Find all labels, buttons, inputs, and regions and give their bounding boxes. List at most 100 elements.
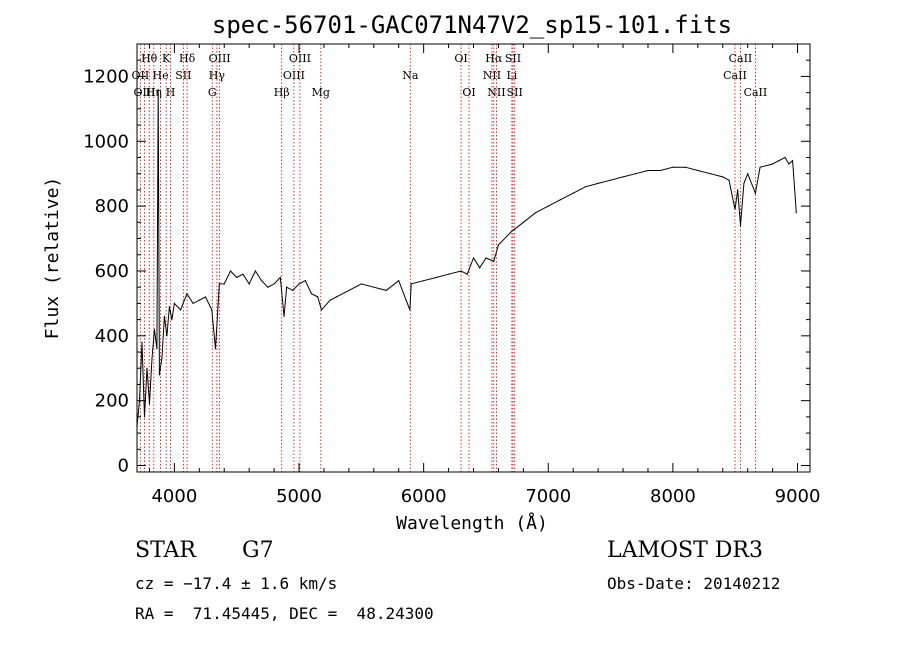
coordinates-readout: RA = 71.45445, DEC = 48.24300 bbox=[135, 604, 434, 623]
line-label-13: OIII bbox=[289, 52, 311, 65]
chart-title: spec-56701-GAC071N47V2_sp15-101.fits bbox=[212, 11, 732, 39]
flux-point-60 bbox=[493, 260, 495, 262]
flux-point-28 bbox=[242, 273, 244, 275]
line-label-10: Hγ bbox=[209, 69, 226, 82]
flux-point-6 bbox=[151, 357, 153, 360]
flux-point-49 bbox=[398, 280, 400, 282]
flux-point-91 bbox=[788, 163, 790, 165]
line-label-19: Hα bbox=[485, 52, 503, 65]
line-label-7: SII bbox=[175, 69, 191, 82]
redshift-readout: cz = −17.4 ± 1.6 km/s bbox=[135, 574, 338, 593]
x-tick-label-5: 9000 bbox=[775, 486, 821, 507]
flux-point-47 bbox=[373, 286, 375, 288]
flux-point-17 bbox=[180, 309, 182, 311]
flux-point-4 bbox=[146, 367, 148, 369]
line-label-14: OIII bbox=[283, 69, 305, 82]
flux-point-46 bbox=[360, 283, 362, 285]
line-label-21: NII bbox=[487, 86, 505, 99]
line-label-26: CaII bbox=[723, 69, 747, 82]
line-label-1: OII bbox=[132, 69, 150, 82]
flux-point-85 bbox=[747, 173, 749, 175]
flux-point-13 bbox=[166, 335, 168, 337]
flux-point-72 bbox=[634, 173, 637, 175]
line-label-27: CaII bbox=[744, 86, 768, 99]
flux-point-12 bbox=[163, 315, 166, 317]
flux-point-74 bbox=[659, 169, 662, 172]
flux-point-86 bbox=[754, 192, 757, 194]
flux-point-44 bbox=[335, 296, 338, 298]
flux-point-15 bbox=[171, 319, 173, 321]
flux-point-24 bbox=[218, 283, 220, 285]
flux-point-42 bbox=[320, 309, 323, 311]
flux-point-80 bbox=[728, 179, 730, 181]
line-label-12: Hβ bbox=[274, 86, 290, 99]
flux-point-71 bbox=[622, 176, 624, 178]
line-label-22: SII bbox=[505, 52, 521, 65]
flux-point-54 bbox=[447, 273, 450, 275]
line-label-0: Hθ bbox=[141, 52, 158, 65]
flux-point-7 bbox=[153, 328, 156, 330]
obs-date: Obs-Date: 20140212 bbox=[607, 574, 781, 593]
line-label-25: CaII bbox=[729, 52, 753, 65]
flux-point-27 bbox=[236, 276, 238, 279]
flux-point-75 bbox=[672, 166, 674, 168]
flux-point-82 bbox=[737, 189, 739, 191]
flux-point-39 bbox=[304, 280, 306, 282]
x-tick-label-0: 4000 bbox=[151, 486, 197, 507]
flux-point-77 bbox=[697, 169, 699, 172]
flux-point-19 bbox=[192, 302, 194, 304]
line-label-5: K bbox=[162, 52, 171, 65]
flux-point-26 bbox=[229, 270, 232, 272]
flux-point-62 bbox=[510, 231, 512, 233]
flux-point-43 bbox=[329, 299, 331, 301]
flux-point-81 bbox=[734, 208, 736, 210]
y-tick-label-0: 0 bbox=[118, 456, 129, 477]
flux-point-20 bbox=[198, 299, 200, 301]
object-subclass: G7 bbox=[242, 538, 274, 563]
x-tick-label-4: 8000 bbox=[650, 486, 696, 507]
line-label-24: SII bbox=[507, 86, 523, 99]
flux-point-56 bbox=[466, 273, 468, 275]
flux-point-35 bbox=[283, 315, 285, 317]
flux-point-41 bbox=[317, 296, 319, 298]
line-label-6: H bbox=[166, 86, 176, 99]
line-label-17: OI bbox=[454, 52, 467, 65]
line-label-4: Hη bbox=[146, 86, 162, 99]
flux-series-line bbox=[136, 89, 797, 427]
flux-point-11 bbox=[161, 357, 163, 360]
flux-point-65 bbox=[547, 205, 549, 207]
flux-point-64 bbox=[535, 212, 537, 214]
flux-point-50 bbox=[409, 309, 411, 311]
flux-point-58 bbox=[479, 267, 481, 269]
flux-point-16 bbox=[173, 302, 175, 304]
flux-point-61 bbox=[497, 244, 500, 246]
y-axis-ticks: 0 200 400 600 800 1000 1200 bbox=[83, 59, 810, 477]
flux-point-68 bbox=[585, 186, 587, 188]
y-tick-label-2: 400 bbox=[95, 326, 129, 347]
line-label-11: G bbox=[208, 86, 217, 99]
flux-point-78 bbox=[709, 173, 711, 175]
line-label-18: OI bbox=[462, 86, 475, 99]
flux-point-52 bbox=[423, 280, 425, 282]
flux-point-76 bbox=[684, 166, 686, 168]
y-tick-label-4: 800 bbox=[95, 196, 129, 217]
flux-point-30 bbox=[254, 270, 256, 272]
flux-point-93 bbox=[795, 212, 797, 214]
flux-point-57 bbox=[472, 257, 475, 259]
flux-point-34 bbox=[279, 276, 281, 279]
flux-point-21 bbox=[204, 296, 207, 298]
x-axis-ticks: 4000 5000 6000 7000 8000 9000 bbox=[148, 44, 821, 507]
flux-point-59 bbox=[485, 257, 487, 259]
flux-point-89 bbox=[778, 160, 780, 162]
flux-point-66 bbox=[560, 199, 562, 201]
line-label-3: He bbox=[153, 69, 169, 82]
flux-point-0 bbox=[136, 426, 138, 428]
flux-point-14 bbox=[168, 306, 171, 308]
line-label-15: Mg bbox=[312, 86, 330, 99]
flux-point-9 bbox=[157, 88, 159, 90]
flux-point-53 bbox=[435, 276, 437, 279]
flux-point-2 bbox=[141, 341, 143, 343]
flux-point-38 bbox=[298, 283, 300, 285]
line-label-9: OIII bbox=[209, 52, 231, 65]
